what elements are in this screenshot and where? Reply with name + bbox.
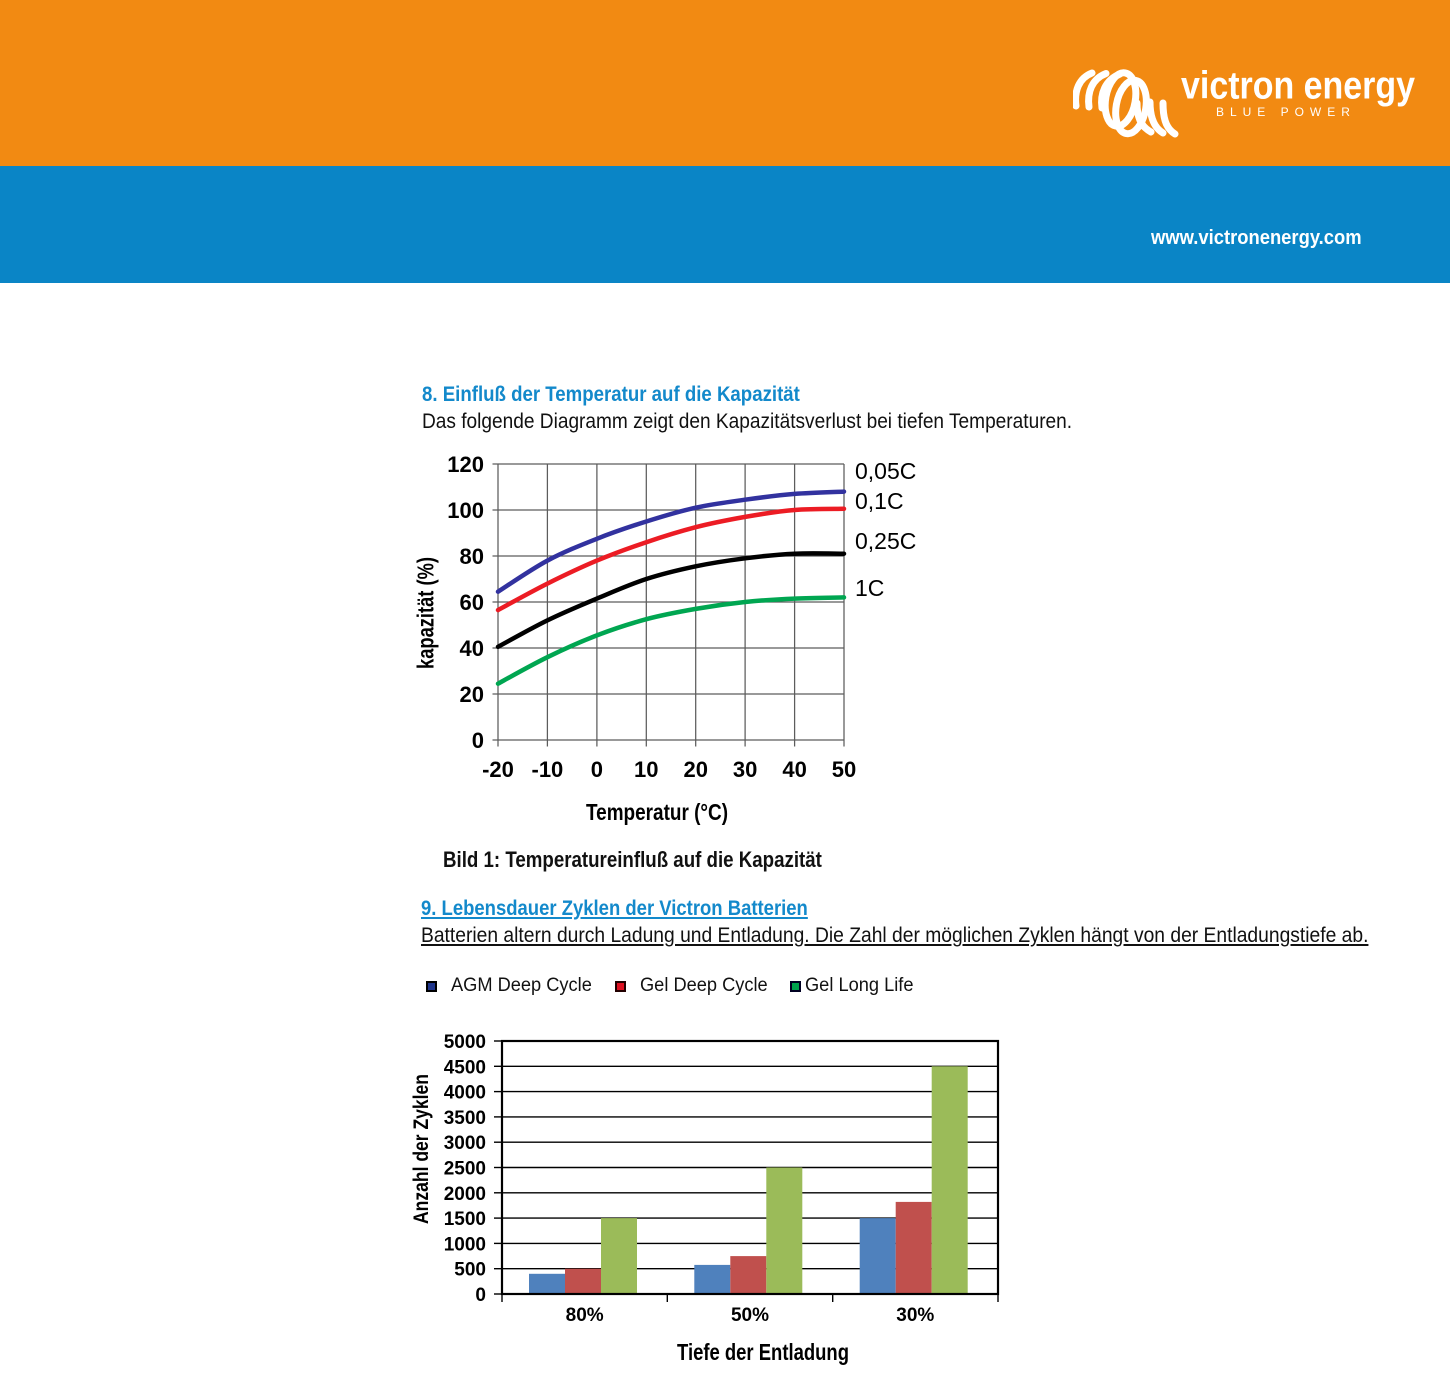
svg-text:20: 20 (460, 682, 484, 707)
svg-text:50: 50 (832, 757, 856, 782)
svg-text:100: 100 (447, 498, 484, 523)
svg-text:1C: 1C (855, 575, 884, 601)
svg-text:80%: 80% (566, 1305, 604, 1326)
svg-text:5000: 5000 (444, 1032, 486, 1053)
svg-text:3000: 3000 (444, 1133, 486, 1154)
svg-text:0,1C: 0,1C (855, 488, 904, 514)
svg-text:0,05C: 0,05C (855, 458, 916, 484)
svg-text:40: 40 (460, 636, 484, 661)
svg-text:80: 80 (460, 544, 484, 569)
svg-text:0: 0 (591, 757, 603, 782)
svg-text:2000: 2000 (444, 1184, 486, 1205)
svg-text:-20: -20 (482, 757, 514, 782)
svg-text:-10: -10 (532, 757, 564, 782)
svg-text:20: 20 (683, 757, 707, 782)
svg-text:Temperatur (°C): Temperatur (°C) (586, 799, 728, 825)
svg-text:3500: 3500 (444, 1108, 486, 1129)
svg-text:2500: 2500 (444, 1159, 486, 1180)
svg-text:1000: 1000 (444, 1234, 486, 1255)
svg-text:30: 30 (733, 757, 757, 782)
svg-text:Tiefe der Entladung: Tiefe der Entladung (677, 1339, 849, 1365)
svg-text:1500: 1500 (444, 1209, 486, 1230)
svg-text:kapazität (%): kapazität (%) (413, 557, 439, 669)
svg-text:40: 40 (782, 757, 806, 782)
svg-text:500: 500 (454, 1260, 486, 1281)
svg-text:30%: 30% (896, 1305, 934, 1326)
svg-text:0,25C: 0,25C (855, 528, 916, 554)
svg-text:50%: 50% (731, 1305, 769, 1326)
svg-text:Anzahl der Zyklen: Anzahl der Zyklen (410, 1074, 433, 1224)
svg-text:10: 10 (634, 757, 658, 782)
svg-text:0: 0 (475, 1285, 486, 1306)
svg-text:4500: 4500 (444, 1057, 486, 1078)
svg-text:120: 120 (447, 452, 484, 477)
svg-text:BLUE POWER: BLUE POWER (1216, 105, 1357, 119)
svg-text:4000: 4000 (444, 1083, 486, 1104)
svg-text:0: 0 (472, 728, 484, 753)
svg-text:60: 60 (460, 590, 484, 615)
svg-text:victron energy: victron energy (1181, 65, 1415, 108)
